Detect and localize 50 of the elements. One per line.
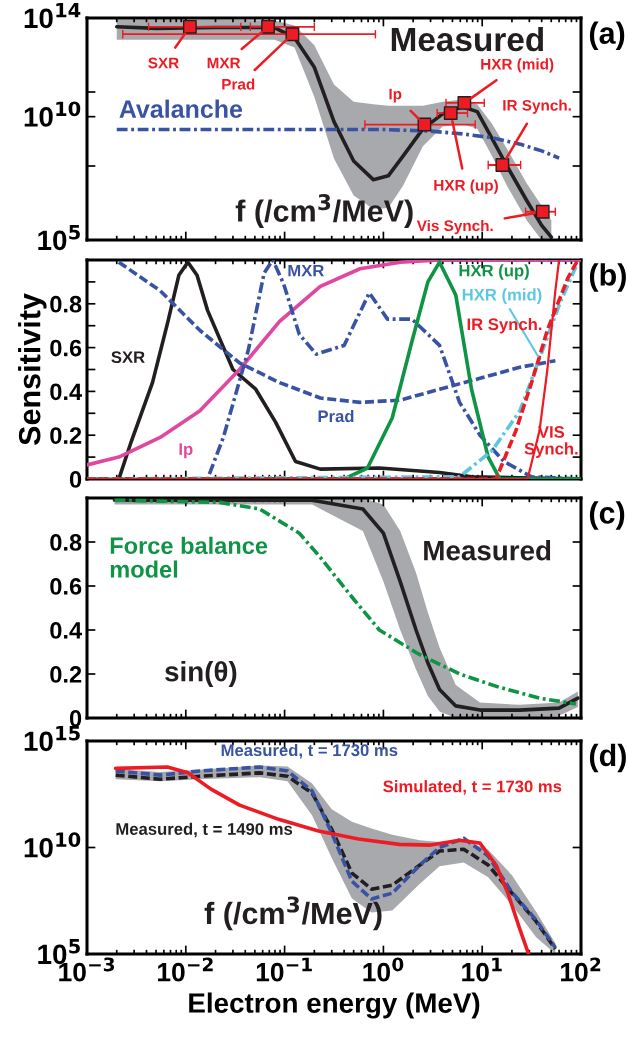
annotation: Ip (389, 88, 402, 103)
y-tick-label: 10$^{5}$ (38, 225, 80, 251)
text: Simulated, t = 1730 ms (383, 780, 562, 795)
y-tick-label: 0 (69, 471, 82, 488)
series-label: Measured, t = 1490 ms (116, 822, 293, 838)
x-tick-label: 10$^{1}$ (462, 957, 502, 982)
x-axis-title: Electron energy (MeV) (189, 992, 480, 1019)
annotation: Prad (222, 78, 255, 90)
series-label: Ip (179, 443, 193, 459)
y-axis-title: f (/cm$^{3}$/MeV) (235, 194, 413, 228)
annotation: SXR (148, 57, 179, 69)
y-axis-title: f (/cm$^{3}$/MeV) (204, 896, 382, 931)
y-tick-label: 0.2 (50, 666, 82, 683)
series-label: HXR (up) (459, 264, 529, 280)
annotation: MXR (207, 57, 241, 69)
x-tick-label: 10$^{−2}$ (158, 957, 213, 982)
series-label: HXR (mid) (462, 288, 542, 304)
chart-title: (a) (589, 21, 625, 50)
series-label: Measured (424, 540, 551, 561)
y-axis-title: sin(θ) (165, 661, 237, 687)
series-label: Prad (318, 409, 354, 423)
y-tick-label: 0.8 (50, 295, 82, 313)
y-tick-label: 10$^{14}$ (24, 3, 81, 29)
x-tick-label: 10$^{−1}$ (256, 957, 312, 982)
y-tick-label: 10$^{10}$ (24, 832, 81, 858)
text: Measured (391, 26, 543, 52)
y-tick-label: 0 (69, 710, 82, 727)
x-tick-label: 10$^{2}$ (561, 957, 601, 982)
chart-title: (c) (589, 501, 625, 530)
series-label: Force balance model (110, 536, 268, 578)
y-tick-label: 10$^{15}$ (24, 726, 80, 752)
series-label: Measured, t = 1730 ms (221, 743, 398, 759)
y-tick-label: 0.6 (50, 578, 82, 595)
chart-title: (d) (589, 743, 626, 773)
y-tick-label: 0.6 (50, 339, 82, 357)
chart-title: (b) (589, 263, 626, 292)
series-label: Avalanche (119, 99, 243, 118)
y-tick-label: 0.4 (50, 622, 83, 639)
y-axis-title: Sensitivity (18, 293, 47, 446)
y-tick-label: 0.4 (50, 383, 83, 401)
y-tick-label: 0.2 (50, 427, 82, 444)
series-label: SXR (111, 351, 145, 364)
series-label: MXR (288, 264, 325, 277)
annotation: HXR (mid) (481, 58, 554, 73)
annotation: HXR (up) (434, 179, 498, 194)
y-tick-label: 0.8 (50, 534, 82, 551)
annotation: IR Synch. (503, 99, 571, 114)
annotation: Vis Synch. (416, 219, 493, 235)
x-tick-label: 10$^{0}$ (363, 957, 404, 982)
y-tick-label: 10$^{10}$ (24, 101, 81, 127)
